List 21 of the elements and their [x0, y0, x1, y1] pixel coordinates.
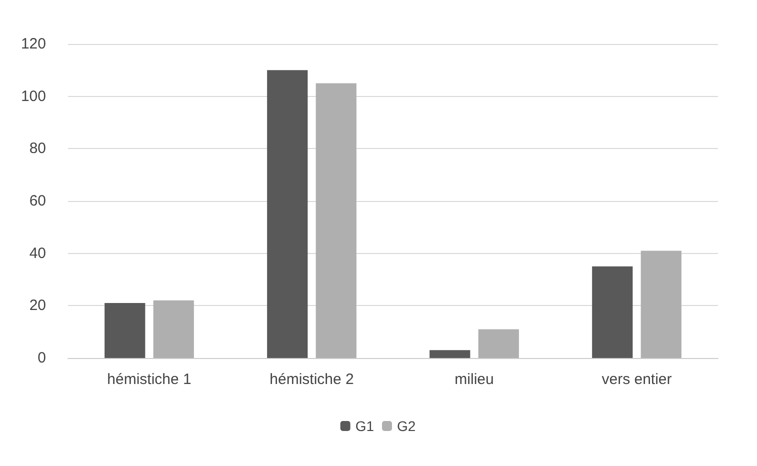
legend-label: G2	[397, 418, 416, 434]
y-tick-label: 120	[20, 36, 46, 52]
bar	[153, 300, 194, 358]
y-tick-label: 100	[20, 88, 46, 105]
bar	[316, 83, 356, 358]
legend-label: G1	[355, 418, 374, 434]
bar	[640, 250, 682, 358]
bar	[592, 266, 633, 358]
y-tick-label: 0	[38, 350, 46, 366]
y-tick-label: 80	[29, 140, 46, 158]
bar	[478, 329, 519, 358]
x-tick-label: hémistiche 2	[270, 371, 354, 388]
y-tick-label: 20	[29, 297, 46, 314]
bar	[104, 303, 146, 358]
x-tick-label: hémistiche 1	[107, 371, 192, 388]
bar	[430, 350, 470, 358]
x-tick-label: milieu	[454, 371, 494, 388]
bar	[267, 70, 308, 358]
y-tick-label: 60	[29, 192, 46, 210]
y-tick-label: 40	[29, 244, 46, 262]
x-tick-label: vers entier	[602, 371, 672, 388]
